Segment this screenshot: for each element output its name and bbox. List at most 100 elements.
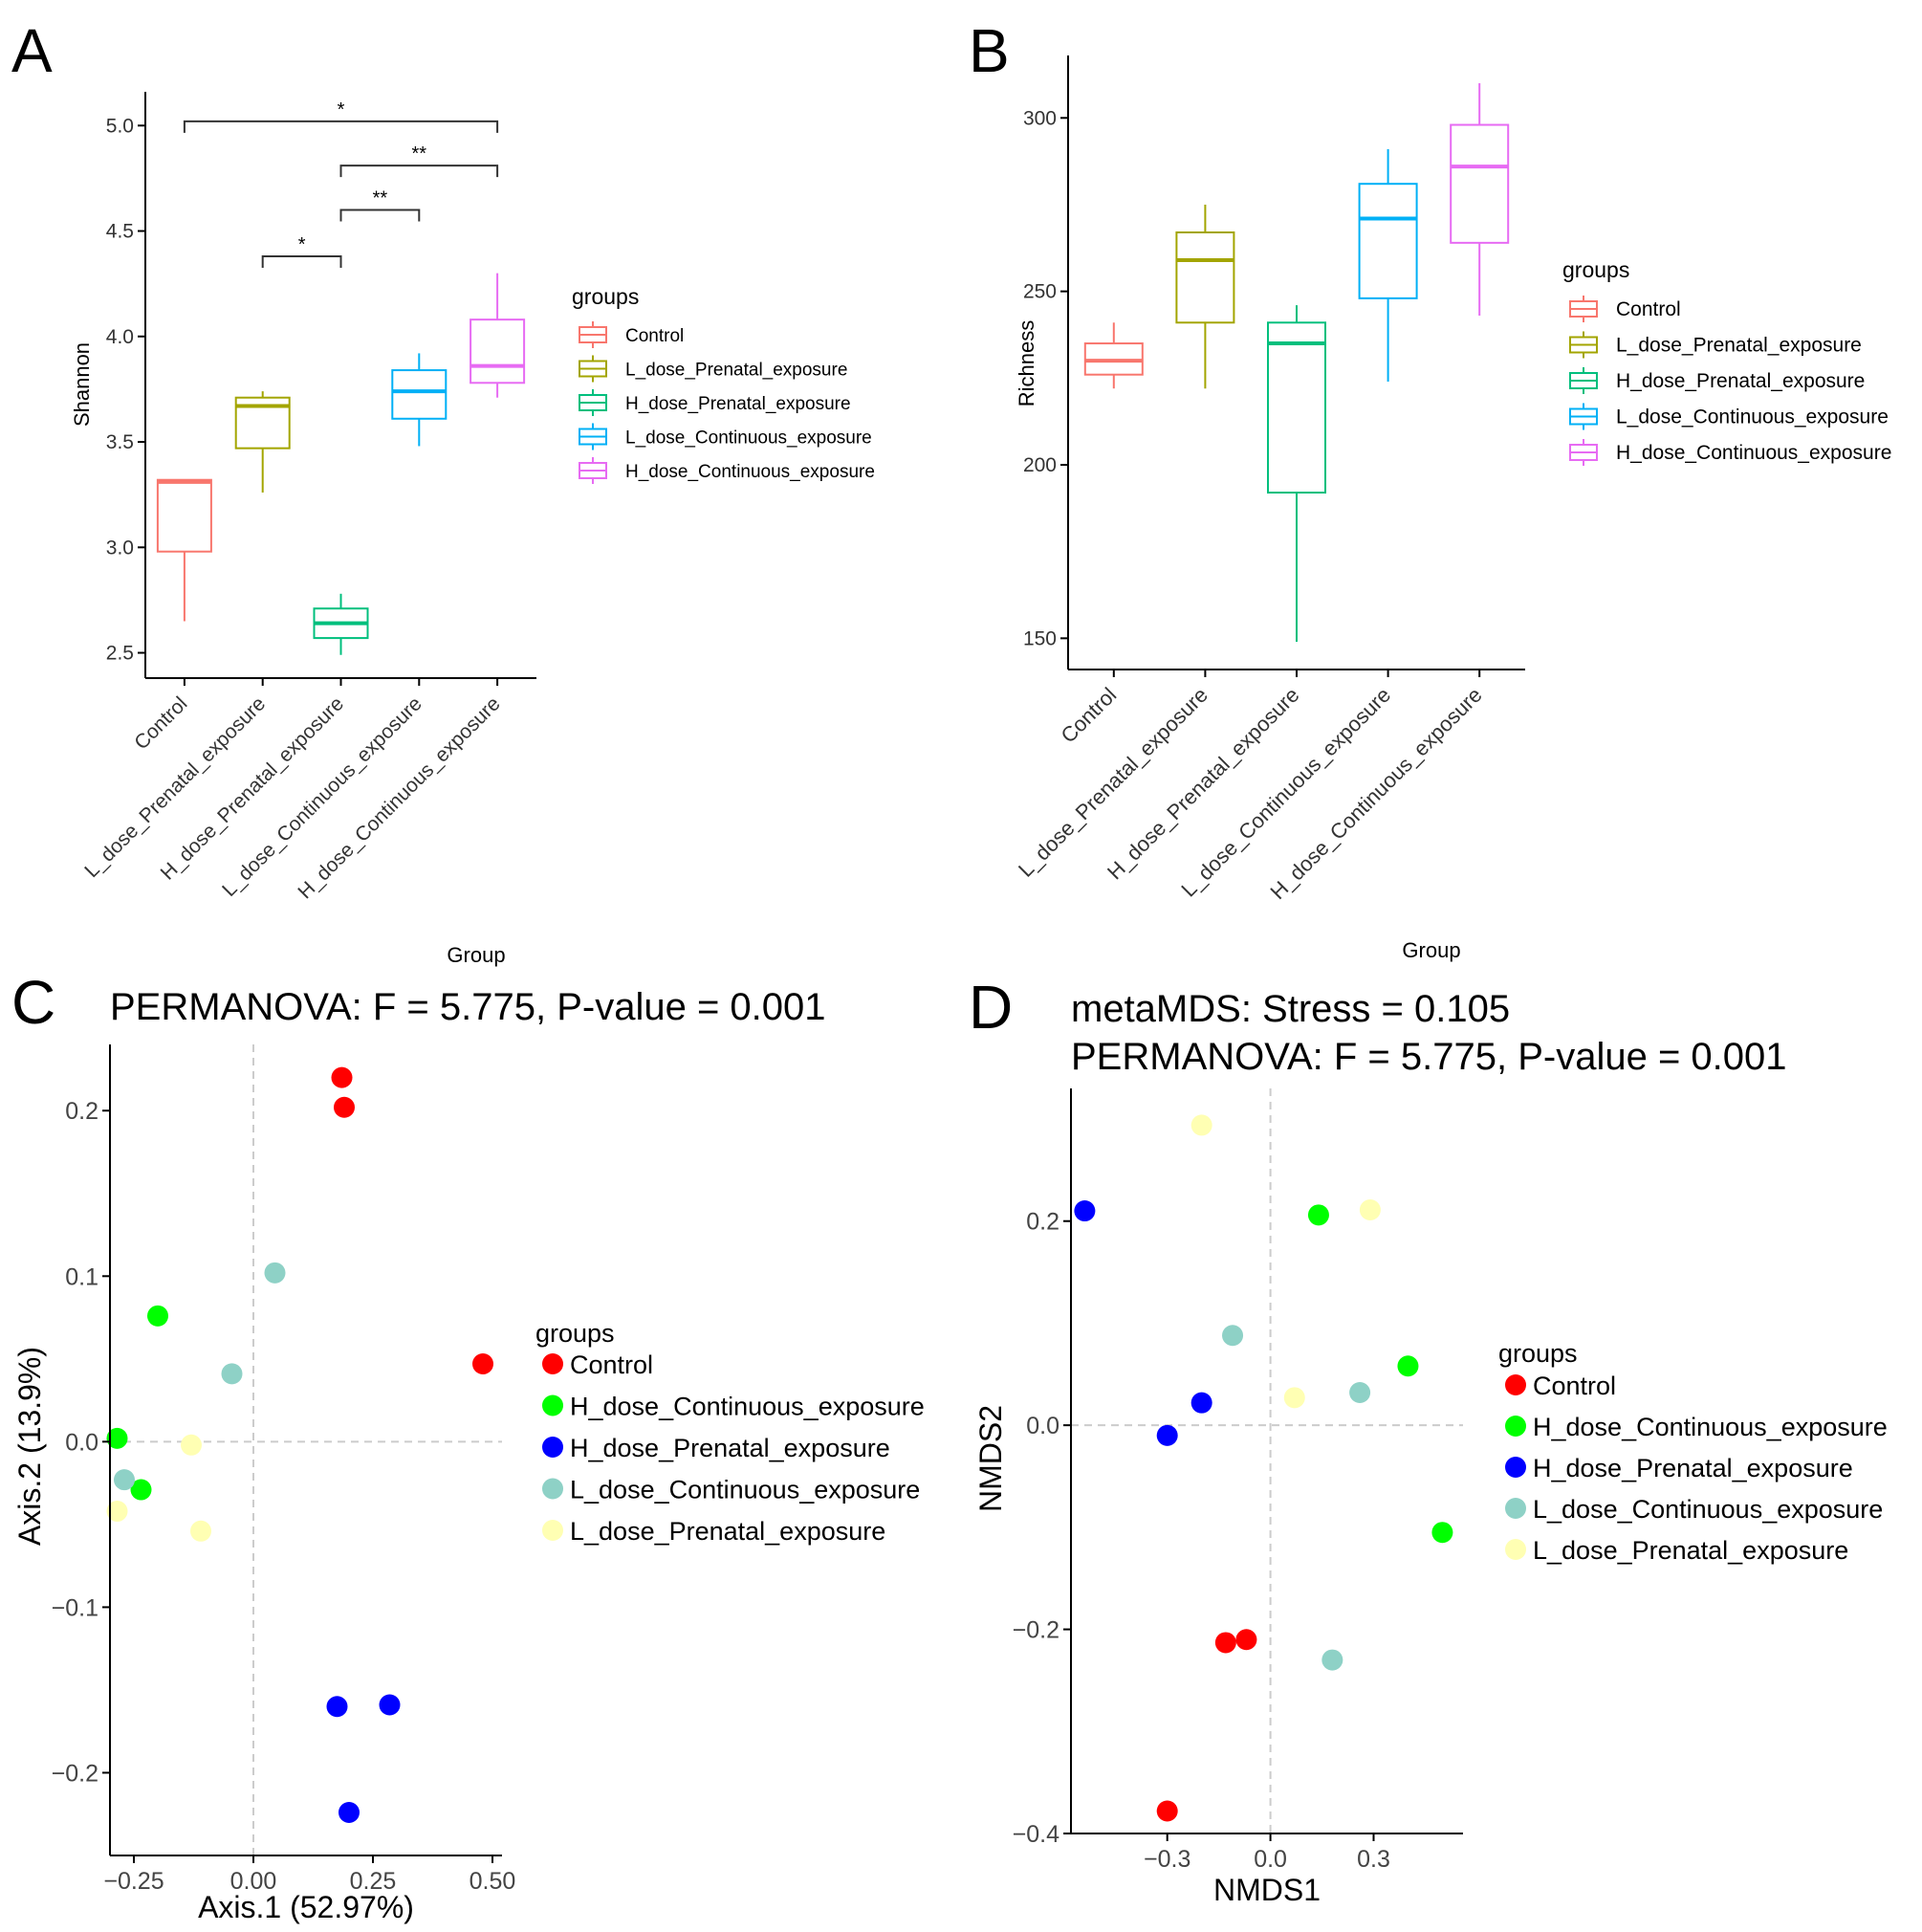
panel-d-zero-lines (1071, 1088, 1463, 1833)
y-tick-label: 0.2 (1026, 1209, 1059, 1236)
point-H_dose_Prenatal_exposure (339, 1802, 360, 1824)
legend-key-dot (542, 1478, 563, 1500)
point-H_dose_Prenatal_exposure (379, 1694, 401, 1716)
box-iqr (1450, 123, 1510, 244)
panel-a-y-ticks: 5.0 4.5 4.0 3.5 3.0 2.5 (106, 115, 145, 665)
x-tick-label: 0.00 (230, 1868, 277, 1895)
y-tick-label: 300 (1023, 107, 1057, 129)
point-L_dose_Continuous_exposure (114, 1469, 135, 1491)
panel-a-y-axis-label: Shannon (70, 342, 94, 427)
panel-b-legend: groups Control L_dose_Prenatal_exposure H_… (1562, 257, 1891, 466)
x-tick-label: 0.50 (470, 1868, 516, 1895)
panel-c-legend: groups Control H_dose_Continuous_exposure… (535, 1319, 925, 1546)
legend-item: L_dose_Continuous_exposure (1505, 1495, 1883, 1524)
legend-item: Control (1505, 1372, 1616, 1400)
significance-bracket: ** (339, 187, 421, 222)
panel-d-title-line1: metaMDS: Stress = 0.105 (1071, 988, 1510, 1030)
significance-label: * (338, 99, 345, 121)
legend-label: H_dose_Prenatal_exposure (570, 1434, 890, 1462)
panel-c-legend-title: groups (535, 1319, 615, 1348)
legend-item: H_dose_Continuous_exposure (1569, 439, 1891, 466)
x-tick-label: −0.25 (103, 1868, 164, 1895)
legend-key-dot (1505, 1416, 1526, 1437)
legend-label: L_dose_Continuous_exposure (1616, 406, 1889, 428)
legend-key-dot (1505, 1374, 1526, 1395)
point-H_dose_Prenatal_exposure (1190, 1392, 1212, 1414)
legend-label: H_dose_Continuous_exposure (625, 462, 875, 482)
box-L_dose_Prenatal_exposure (234, 391, 291, 493)
box-L_dose_Continuous_exposure (391, 353, 448, 447)
box-Control (1083, 322, 1144, 389)
box-Control (156, 478, 212, 622)
significance-bracket: * (261, 234, 342, 268)
box-iqr (1358, 183, 1418, 299)
legend-item: H_dose_Continuous_exposure (542, 1393, 925, 1421)
point-H_dose_Continuous_exposure (1397, 1355, 1419, 1377)
legend-label: H_dose_Continuous_exposure (1533, 1413, 1888, 1441)
panel-c-y-axis-label: Axis.2 (13.9%) (12, 1347, 47, 1546)
point-H_dose_Continuous_exposure (1431, 1522, 1453, 1544)
point-H_dose_Prenatal_exposure (326, 1696, 348, 1718)
legend-label: Control (1533, 1372, 1616, 1400)
panel-d-title-line2: PERMANOVA: F = 5.775, P-value = 0.001 (1071, 1036, 1787, 1078)
box-iqr (391, 369, 448, 420)
legend-label: Control (625, 326, 684, 346)
y-tick-label: −0.2 (52, 1760, 98, 1787)
point-L_dose_Continuous_exposure (1321, 1649, 1343, 1671)
panel-c-points (106, 1066, 493, 1824)
y-tick-label: 3.5 (106, 431, 134, 453)
legend-label: H_dose_Continuous_exposure (570, 1393, 925, 1421)
box-H_dose_Continuous_exposure (1450, 83, 1510, 317)
point-H_dose_Continuous_exposure (1307, 1204, 1329, 1226)
legend-item: L_dose_Continuous_exposure (579, 423, 872, 450)
legend-key-dot (542, 1520, 563, 1541)
legend-item: Control (542, 1350, 653, 1379)
legend-item: L_dose_Prenatal_exposure (1569, 331, 1862, 359)
box-L_dose_Prenatal_exposure (1175, 204, 1235, 389)
significance-label: ** (412, 143, 427, 165)
point-Control (1214, 1632, 1236, 1654)
box-H_dose_Prenatal_exposure (313, 593, 369, 655)
legend-key-dot (542, 1353, 563, 1374)
panel-a-x-axis-label: Group (447, 943, 505, 967)
panel-b-y-ticks: 300 250 200 150 (1023, 107, 1068, 649)
y-tick-label: 3.0 (106, 537, 134, 559)
legend-key-dot (1505, 1498, 1526, 1519)
significance-line (261, 254, 342, 268)
y-tick-label: 200 (1023, 454, 1057, 476)
x-tick-label: 0.3 (1357, 1846, 1390, 1873)
box-H_dose_Continuous_exposure (470, 273, 526, 398)
panel-c-zero-lines (110, 1044, 502, 1855)
box-iqr (156, 478, 212, 553)
panel-c-x-ticks: −0.25 0.00 0.25 0.50 (103, 1855, 515, 1895)
box-iqr (1175, 231, 1235, 324)
panel-d-legend: groups Control H_dose_Continuous_exposure… (1498, 1339, 1888, 1565)
panel-a-legend-title: groups (572, 284, 639, 309)
legend-key-dot (1505, 1539, 1526, 1560)
y-tick-label: 0.2 (65, 1098, 98, 1125)
panel-d-legend-title: groups (1498, 1339, 1578, 1368)
box-iqr (470, 318, 526, 384)
point-H_dose_Continuous_exposure (130, 1479, 152, 1501)
legend-key-dot (542, 1394, 563, 1416)
y-tick-label: 0.0 (1026, 1413, 1059, 1439)
panel-c-x-axis-label: Axis.1 (52.97%) (198, 1890, 414, 1924)
legend-label: H_dose_Prenatal_exposure (1616, 370, 1865, 392)
legend-label: Control (570, 1350, 653, 1379)
legend-item: L_dose_Prenatal_exposure (579, 355, 847, 383)
significance-bracket: ** (339, 143, 499, 178)
box-L_dose_Continuous_exposure (1358, 148, 1418, 382)
point-Control (331, 1066, 353, 1088)
box-H_dose_Prenatal_exposure (1267, 305, 1326, 642)
legend-key-dot (542, 1437, 563, 1458)
legend-item: H_dose_Continuous_exposure (579, 457, 875, 484)
legend-item: Control (579, 321, 684, 348)
legend-label: L_dose_Prenatal_exposure (625, 361, 847, 381)
legend-item: L_dose_Prenatal_exposure (542, 1517, 885, 1546)
legend-item: L_dose_Prenatal_exposure (1505, 1536, 1848, 1565)
y-tick-label: 0.1 (65, 1263, 98, 1290)
y-tick-label: 250 (1023, 281, 1057, 303)
legend-item: H_dose_Prenatal_exposure (542, 1434, 890, 1462)
point-L_dose_Prenatal_exposure (1359, 1198, 1381, 1220)
